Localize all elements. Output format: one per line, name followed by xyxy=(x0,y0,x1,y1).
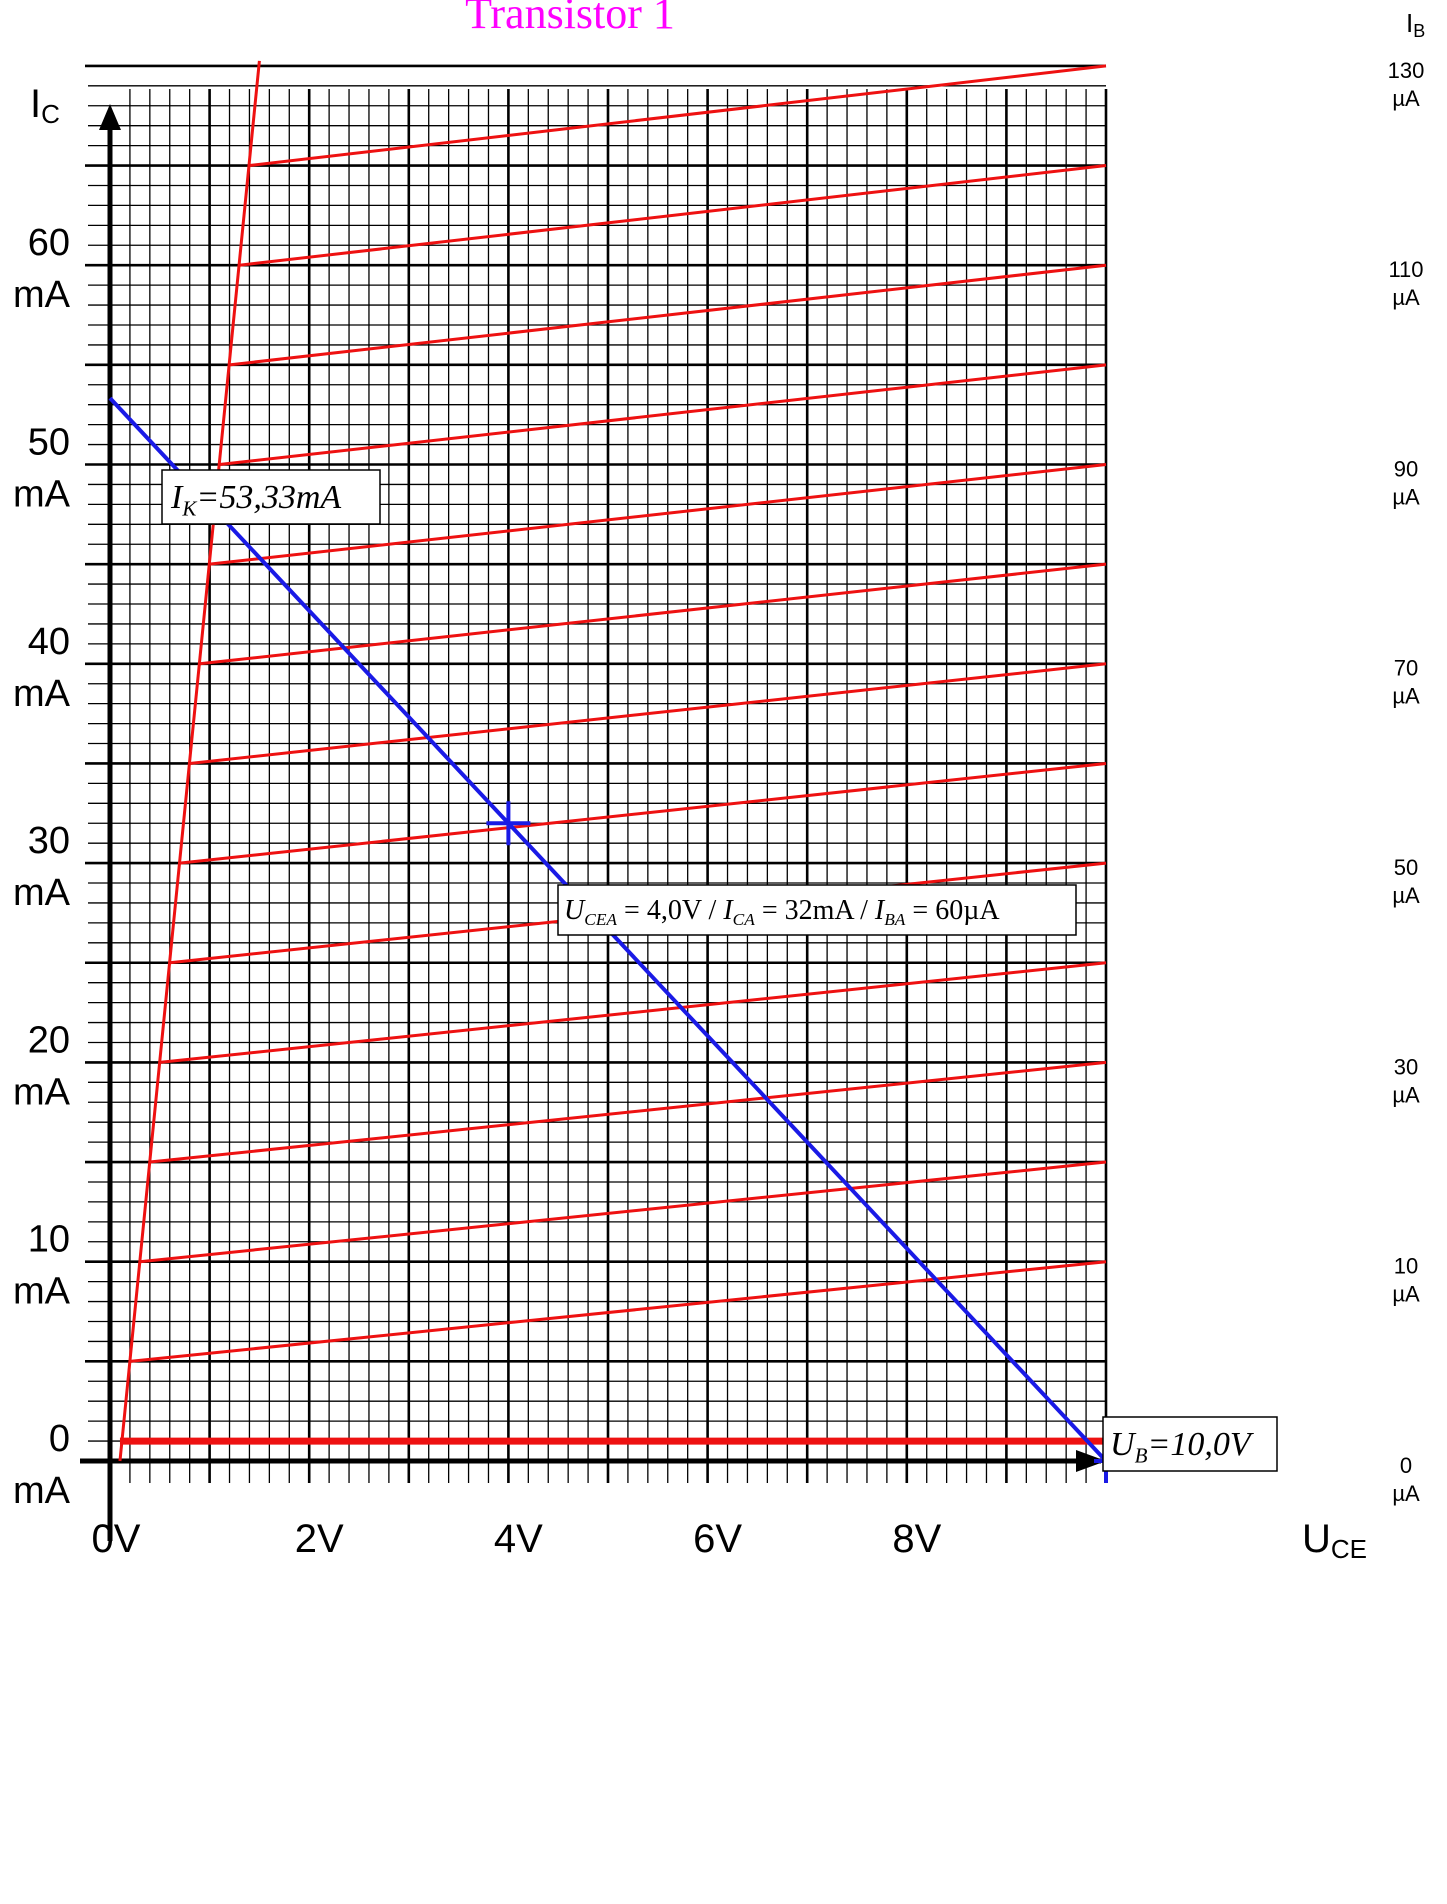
operating-point-annotation-box xyxy=(557,884,1077,936)
characteristic-curve-9 xyxy=(209,463,1107,566)
short-circuit-annotation-box xyxy=(161,469,381,525)
characteristic-curve-1 xyxy=(129,1260,1107,1363)
characteristic-curve-8 xyxy=(199,562,1107,666)
y-tick-unit: mA xyxy=(13,1271,71,1313)
characteristic-curve-7 xyxy=(189,662,1107,765)
major-grid xyxy=(85,64,1108,1483)
x-tick-label: 8V xyxy=(892,1517,941,1561)
y-tick-label: 20 xyxy=(28,1019,70,1061)
ib-tick-unit: µA xyxy=(1392,484,1420,509)
y-tick-label: 60 xyxy=(28,222,70,264)
ib-tick-unit: µA xyxy=(1392,883,1420,908)
supply-voltage-annotation: UB=10,0V xyxy=(1110,1426,1255,1467)
y-tick-label: 0 xyxy=(49,1418,70,1460)
ib-tick-label: 130 xyxy=(1388,58,1425,83)
characteristic-curve-4 xyxy=(159,961,1107,1064)
y-tick-unit: mA xyxy=(13,274,71,316)
ib-tick-label: 30 xyxy=(1394,1054,1418,1079)
ib-tick-label: 110 xyxy=(1388,257,1423,282)
x-tick-label: 4V xyxy=(494,1517,543,1561)
ib-tick-label: 10 xyxy=(1394,1254,1418,1279)
right-axis-label: IB xyxy=(1406,8,1425,41)
ib-tick-unit: µA xyxy=(1392,285,1420,310)
y-tick-label: 30 xyxy=(28,820,70,862)
ib-tick-label: 0 xyxy=(1400,1453,1412,1478)
characteristic-curve-13 xyxy=(249,64,1107,168)
characteristic-curve-6 xyxy=(179,761,1107,865)
chart-title: Transistor 1 xyxy=(465,0,675,38)
x-axis-label: UCE xyxy=(1302,1517,1367,1564)
saturation-line xyxy=(118,60,261,1462)
x-tick-label: 6V xyxy=(693,1517,742,1561)
x-tick-label: 2V xyxy=(295,1517,344,1561)
axes xyxy=(80,104,1106,1541)
y-tick-label: 40 xyxy=(28,621,70,663)
short-circuit-annotation: IK=53,33mA xyxy=(170,479,341,520)
ib-tick-unit: µA xyxy=(1392,86,1420,111)
y-tick-unit: mA xyxy=(13,1071,71,1113)
ib-tick-label: 90 xyxy=(1394,456,1418,481)
y-axis-label: IC xyxy=(30,82,60,129)
characteristic-curves xyxy=(118,60,1107,1462)
y-tick-unit: mA xyxy=(13,1470,71,1512)
characteristic-curve-2 xyxy=(139,1160,1107,1264)
operating-point-annotation: UCEA = 4,0V / ICA = 32mA / IBA = 60µA xyxy=(564,895,1000,929)
y-tick-unit: mA xyxy=(13,872,71,914)
y-tick-label: 10 xyxy=(28,1219,70,1261)
x-tick-label: 0V xyxy=(92,1517,141,1561)
ib-tick-unit: µA xyxy=(1392,684,1420,709)
annotations: IK=53,33mA UCEA = 4,0V / ICA = 32mA / IBA… xyxy=(161,469,1278,1472)
x-axis-arrow-icon xyxy=(1076,1450,1106,1472)
y-axis-arrow-icon xyxy=(99,104,121,130)
ib-tick-unit: µA xyxy=(1392,1082,1420,1107)
ib-tick-label: 70 xyxy=(1394,656,1418,681)
load-line-group xyxy=(108,396,1134,1483)
y-tick-label: 50 xyxy=(28,422,70,464)
labels: Transistor 1 IC IB UCE 0V 2V 4V 6V 8V 0 mA 10 mA 20 mA… xyxy=(13,0,1425,1564)
minor-grid xyxy=(88,85,1106,1483)
ib-tick-unit: µA xyxy=(1392,1282,1420,1307)
characteristic-curve-10 xyxy=(219,363,1107,466)
ib-tick-unit: µA xyxy=(1392,1481,1420,1506)
characteristic-curve-3 xyxy=(149,1060,1107,1164)
characteristic-curve-11 xyxy=(229,263,1107,367)
y-tick-unit: mA xyxy=(13,673,71,715)
supply-voltage-annotation-box xyxy=(1102,1416,1278,1472)
ib-tick-label: 50 xyxy=(1394,855,1418,880)
y-tick-unit: mA xyxy=(13,474,71,516)
characteristic-curve-12 xyxy=(239,164,1107,267)
